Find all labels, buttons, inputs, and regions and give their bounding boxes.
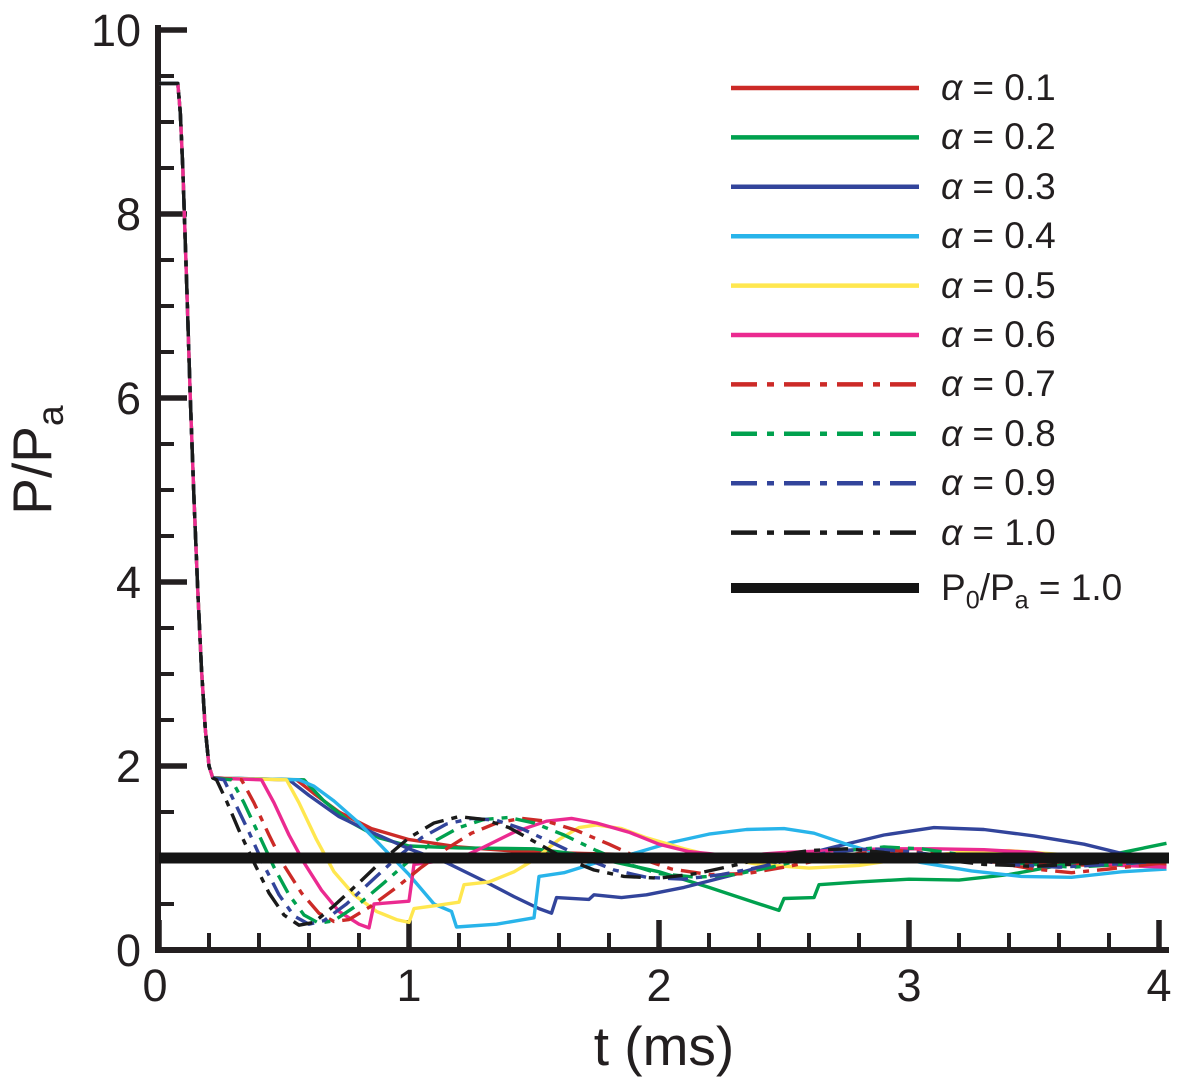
legend-label: α = 0.2 — [941, 116, 1056, 158]
x-tick-label: 1 — [396, 960, 421, 1011]
legend-label: α = 0.6 — [941, 314, 1056, 355]
y-tick-label: 10 — [91, 5, 141, 56]
y-tick-label: 6 — [116, 373, 141, 424]
x-tick-label: 2 — [646, 960, 671, 1011]
y-tick-label: 0 — [116, 925, 141, 976]
y-tick-label: 4 — [116, 557, 141, 608]
series-curve-alpha-0.6 — [159, 81, 1167, 930]
x-tick-label: 3 — [896, 960, 921, 1011]
legend-label: P0/Pa = 1.0 — [941, 567, 1123, 615]
x-tick-label: 4 — [1146, 960, 1171, 1011]
legend-label: α = 0.1 — [941, 67, 1056, 108]
legend-label: α = 0.7 — [941, 363, 1056, 405]
legend-label: α = 0.3 — [941, 165, 1056, 207]
x-tick-label: 0 — [142, 960, 167, 1011]
series-curve-alpha-0.4 — [159, 81, 1167, 929]
y-axis-title: P/Pa — [1, 405, 71, 515]
legend-label: α = 0.8 — [941, 412, 1056, 454]
legend-label: α = 0.9 — [941, 462, 1056, 504]
legend-label: α = 1.0 — [941, 511, 1056, 553]
legend-label: α = 0.4 — [941, 215, 1056, 257]
y-tick-label: 2 — [116, 741, 141, 792]
legend-label: α = 0.5 — [941, 264, 1056, 306]
y-tick-label: 8 — [116, 189, 141, 240]
x-axis-title: t (ms) — [593, 1015, 735, 1077]
